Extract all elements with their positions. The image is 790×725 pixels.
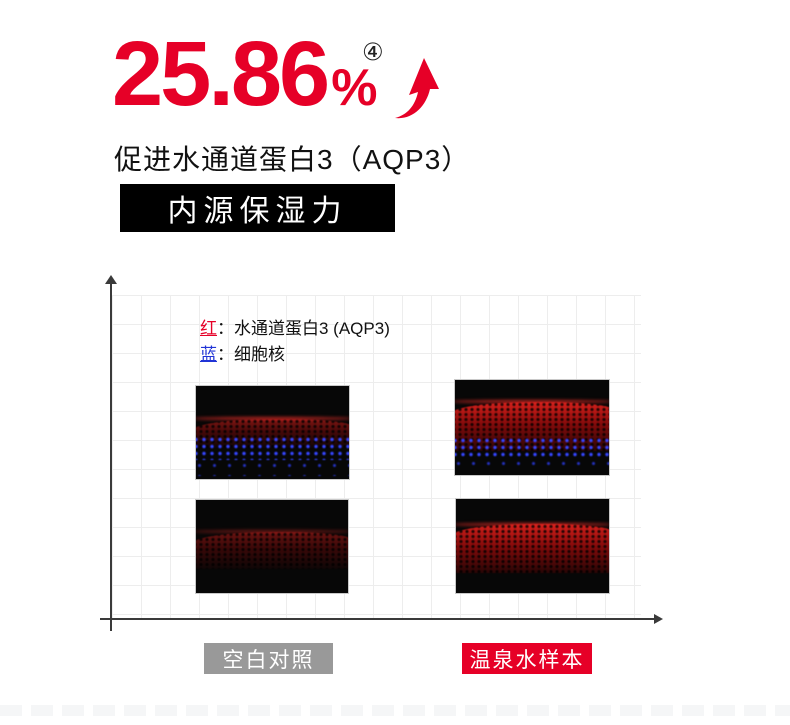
sample-aqp3-only-micrograph (455, 498, 610, 594)
x-label-spring-water-sample: 温泉水样本 (462, 643, 592, 674)
legend-key-blue: 蓝 (200, 345, 217, 365)
blue-nuclei-band (455, 437, 609, 458)
control-aqp3-only-micrograph (195, 499, 349, 594)
x-label-blank-control: 空白对照 (204, 643, 333, 674)
footnote-circled-4: ④ (362, 39, 384, 66)
headline-stat: 25.86 % (112, 28, 377, 120)
y-axis-line (110, 283, 112, 631)
blue-nuclei-sparse (196, 460, 349, 477)
red-fluorescence-band (456, 524, 609, 574)
red-fluorescence-band (196, 531, 348, 569)
stat-value: 25.86 (112, 23, 330, 125)
legend-item-blue: 蓝：细胞核 (200, 342, 390, 368)
red-fluorescence-edge (196, 416, 349, 420)
legend-text-nuclei: ：细胞核 (217, 345, 285, 365)
blue-nuclei-sparse (455, 457, 609, 471)
red-fluorescence-edge (196, 529, 348, 533)
x-axis-line (100, 618, 656, 620)
figure-legend: 红：水通道蛋白3 (AQP3) 蓝：细胞核 (200, 316, 390, 369)
bottom-deco-strip (0, 705, 790, 716)
up-trend-arrow-icon (395, 58, 439, 119)
legend-item-red: 红：水通道蛋白3 (AQP3) (200, 316, 390, 342)
red-fluorescence-edge (455, 399, 609, 403)
blue-nuclei-band (196, 436, 349, 461)
banner-endogenous-moisture: 内源保湿力 (120, 184, 395, 232)
stat-percent-sign: % (331, 59, 378, 117)
x-axis-arrowhead-icon (654, 614, 663, 624)
control-aqp3-and-nuclei-micrograph (195, 385, 350, 480)
red-fluorescence-edge (456, 522, 609, 526)
legend-text-aqp3: ：水通道蛋白3 (AQP3) (217, 319, 390, 338)
sample-aqp3-and-nuclei-micrograph (454, 379, 610, 476)
y-axis-arrowhead-icon (105, 275, 117, 284)
legend-key-red: 红 (200, 319, 217, 338)
stat-subtitle: 促进水通道蛋白3（AQP3） (114, 144, 471, 175)
